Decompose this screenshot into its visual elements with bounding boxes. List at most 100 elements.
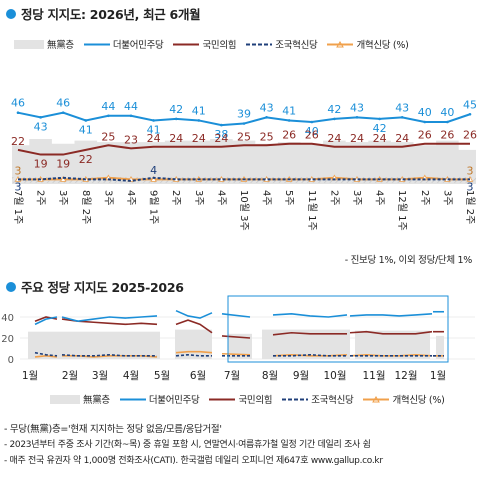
ppp-label: 24 bbox=[373, 132, 387, 145]
x-tick-label: 3월 bbox=[92, 370, 108, 382]
legend-reform: 개혁신당 (%) bbox=[327, 37, 409, 51]
dem-marker bbox=[468, 112, 472, 116]
x-tick-label: 9월 1주 bbox=[148, 190, 160, 224]
dem-marker bbox=[174, 117, 178, 121]
ppp-label: 26 bbox=[463, 129, 477, 142]
ppp-label: 24 bbox=[350, 132, 364, 145]
x-tick-label: 10월 3주 bbox=[238, 190, 250, 231]
legend-dem: 더불어민주당 bbox=[119, 395, 200, 406]
dem-label: 41 bbox=[147, 123, 161, 136]
x-tick-label: 3주 bbox=[351, 190, 362, 206]
rebuild-last-label: 3 bbox=[467, 180, 474, 193]
ppp-label: 25 bbox=[260, 130, 274, 143]
x-tick-label: 7월 1주 bbox=[12, 190, 24, 224]
dem-marker bbox=[197, 119, 201, 122]
dem-marker bbox=[310, 120, 314, 124]
legend-dem: 더불어민주당 bbox=[83, 40, 164, 51]
x-tick-label: 1월 bbox=[430, 370, 446, 382]
chart2-dem-line bbox=[272, 313, 348, 318]
x-tick-label: 3주 bbox=[193, 190, 204, 206]
other-parties-note: - 진보당 1%, 이외 정당/단체 1% bbox=[344, 255, 473, 266]
legend-none: 無黨층 bbox=[14, 37, 74, 51]
ppp-label: 24 bbox=[169, 132, 183, 145]
bullet-dot-icon bbox=[6, 8, 16, 19]
ppp-label: 22 bbox=[79, 153, 93, 166]
x-tick-label: 5월 bbox=[154, 370, 170, 382]
ppp-label: 23 bbox=[124, 133, 138, 146]
area-none-segment bbox=[28, 331, 160, 359]
x-tick-label: 1월 bbox=[22, 370, 38, 382]
chart2-rebuild-line bbox=[273, 353, 347, 357]
x-tick-label: 12월 bbox=[394, 370, 417, 382]
dem-marker bbox=[107, 114, 110, 118]
dem-label: 45 bbox=[463, 98, 477, 111]
x-tick-label: 4월 bbox=[123, 370, 139, 382]
chart2-legend: 無黨층 더불어민주당 국민의힘 조국혁신당 개혁신당 (%) bbox=[50, 392, 445, 406]
dem-marker bbox=[129, 114, 133, 118]
dem-label: 46 bbox=[11, 97, 25, 110]
dem-marker bbox=[423, 120, 427, 124]
dem-marker bbox=[152, 119, 155, 122]
rebuild-first-label: 3 bbox=[15, 180, 22, 193]
dem-label: 40 bbox=[418, 106, 432, 119]
series-rebuild-line bbox=[18, 176, 470, 182]
chart2-ppp-line bbox=[221, 335, 251, 339]
legend-ppp: 국민의힘 bbox=[173, 40, 237, 51]
area-none-segment bbox=[175, 329, 212, 359]
chart2-ppp-line bbox=[349, 330, 433, 335]
ppp-label: 25 bbox=[237, 130, 251, 143]
chart2-ppp-line bbox=[61, 318, 158, 326]
reform-marker bbox=[60, 176, 67, 182]
y-tick-label: 20 bbox=[1, 334, 14, 345]
ppp-label: 25 bbox=[101, 130, 115, 143]
dem-marker bbox=[242, 122, 246, 125]
chart2-dem-line bbox=[61, 315, 158, 323]
dem-label: 43 bbox=[395, 101, 409, 114]
x-tick-label: 2월 bbox=[62, 370, 78, 382]
x-tick-label: 12월 1주 bbox=[396, 190, 408, 231]
bullet-dot-icon bbox=[6, 281, 16, 292]
ppp-label: 26 bbox=[282, 129, 296, 142]
chart2-dem-line bbox=[349, 313, 433, 317]
chart2-dem-line bbox=[175, 309, 213, 319]
legend-reform: 개혁신당 (%) bbox=[363, 392, 445, 406]
footnote-1: - 무당(無黨)층='현재 지지하는 정당 없음/모름/응답거절' bbox=[4, 424, 222, 435]
dem-label: 44 bbox=[101, 100, 115, 113]
reform-first-label: 3 bbox=[15, 164, 22, 177]
chart2-reform-line bbox=[34, 355, 58, 358]
chart2-title: 주요 정당 지지도 2025-2026 bbox=[6, 277, 184, 296]
x-tick-label: 4주 bbox=[125, 190, 136, 206]
x-tick-label: 3주 bbox=[441, 190, 452, 206]
x-tick-label: 11월 bbox=[362, 370, 385, 382]
dem-label: 40 bbox=[440, 106, 454, 119]
dem-marker bbox=[265, 116, 268, 119]
ppp-label: 19 bbox=[34, 158, 48, 171]
x-tick-label: 3주 bbox=[102, 190, 113, 206]
reform-last-label: 3 bbox=[467, 164, 474, 177]
chart1-legend: 無黨층 더불어민주당 국민의힘 조국혁신당 개혁신당 (%) bbox=[14, 37, 409, 51]
dem-label: 44 bbox=[124, 100, 138, 113]
dem-label: 41 bbox=[282, 104, 296, 117]
chart2-rebuild-line bbox=[175, 353, 212, 357]
x-tick-label: 9월 bbox=[293, 370, 309, 382]
chart1-title: 정당 지지도: 2026년, 최근 6개월 bbox=[6, 4, 201, 23]
x-tick-label: 2주 bbox=[328, 190, 339, 206]
dem-marker bbox=[333, 117, 336, 121]
x-tick-label: 8월 2주 bbox=[80, 190, 92, 224]
reform-marker bbox=[150, 176, 157, 182]
dem-marker bbox=[220, 123, 223, 127]
ppp-label: 22 bbox=[11, 135, 25, 148]
legend-none: 無黨층 bbox=[50, 392, 110, 406]
x-tick-label: 7월 bbox=[224, 370, 240, 382]
ppp-label: 24 bbox=[327, 132, 341, 145]
dem-label: 42 bbox=[169, 103, 183, 116]
dem-marker bbox=[400, 116, 404, 119]
dem-marker bbox=[16, 111, 20, 114]
x-tick-label: 2주 bbox=[419, 190, 430, 206]
legend-ppp: 국민의힘 bbox=[209, 395, 273, 406]
area-none bbox=[12, 139, 476, 184]
legend-rebuild: 조국혁신당 bbox=[282, 395, 354, 406]
dem-marker bbox=[378, 117, 381, 121]
chart2-reform-line bbox=[221, 352, 251, 356]
